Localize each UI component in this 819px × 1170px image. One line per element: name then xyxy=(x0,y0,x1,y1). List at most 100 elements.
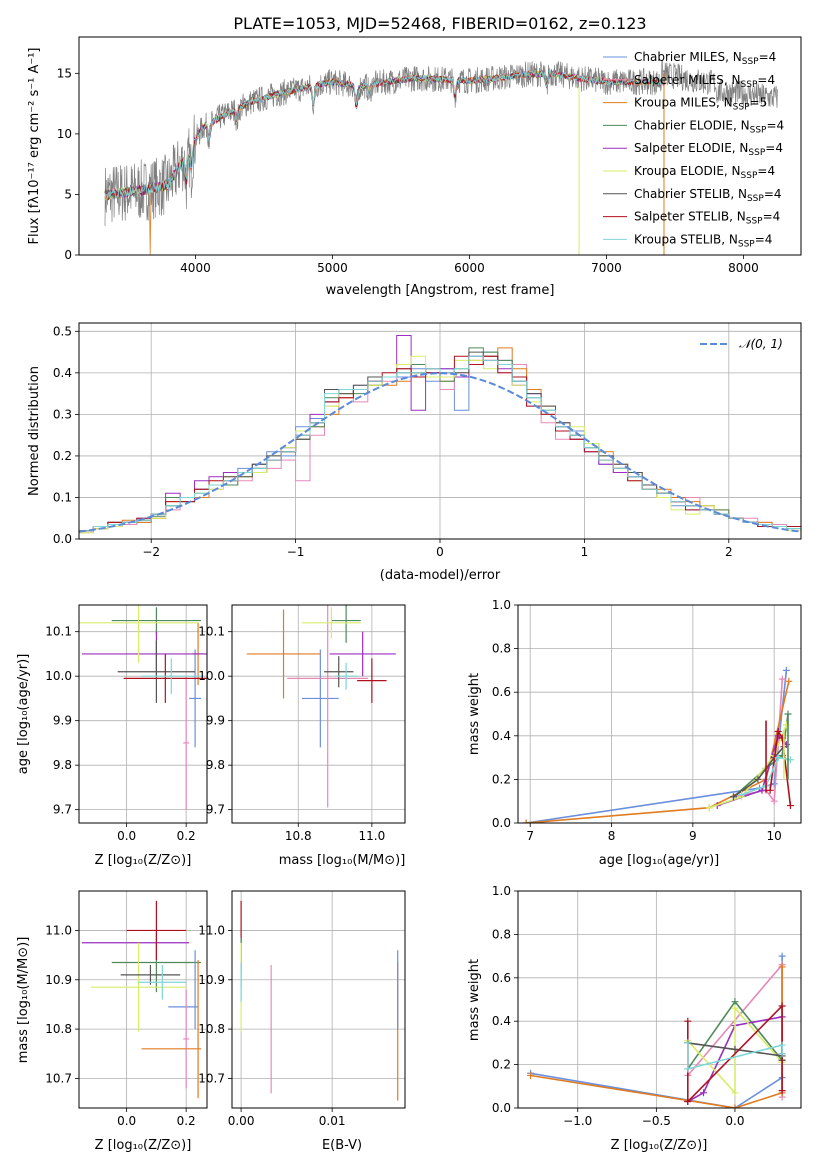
legend-entry-text: Kroupa STELIB, N xyxy=(634,232,738,246)
legend-entry-text: Salpeter MILES, N xyxy=(634,73,741,87)
weight-series-kroupa-miles xyxy=(522,677,793,823)
weight-line xyxy=(733,679,784,804)
errorbar-salpeter-stelib xyxy=(123,653,207,703)
grid-lines xyxy=(232,891,405,1108)
y-tick-label: 10.1 xyxy=(45,625,72,639)
x-tick-label: 8000 xyxy=(728,261,759,275)
weight-marker xyxy=(731,1004,739,1012)
weight-marker xyxy=(684,1039,692,1047)
panel-residuals: (data-model)/error Normed distribution −… xyxy=(27,322,802,583)
panel-spectrum: wavelength [Angstrom, rest frame] Flux [… xyxy=(27,36,802,298)
spectrum-data-line xyxy=(104,60,778,226)
y-tick-label: 10.1 xyxy=(198,625,225,639)
y-tick-label: 1.0 xyxy=(492,598,511,612)
age-vs-z-xlabel: Z [log₁₀(Z/Z⊙)] xyxy=(95,853,192,868)
weight-marker xyxy=(684,1097,692,1105)
weight-marker xyxy=(778,1087,786,1095)
y-tick-label: 0.0 xyxy=(492,816,511,830)
legend-entry-value: =4 xyxy=(759,50,777,64)
plot-area xyxy=(81,900,202,1099)
errorbar-kroupa-elodie xyxy=(79,605,199,663)
errorbar-kroupa-stelib xyxy=(141,658,202,694)
model-line-kroupa-stelib xyxy=(104,68,665,200)
weight-line xyxy=(526,681,790,823)
grid-lines xyxy=(232,605,405,823)
legend-entry-subscript: SSP xyxy=(746,217,763,227)
x-tick-label: 2 xyxy=(725,545,733,559)
errorbar-chabrier-stelib xyxy=(324,656,354,688)
legend-entry-value: =4 xyxy=(764,187,782,201)
weight-marker xyxy=(730,793,738,801)
weight-marker xyxy=(778,1050,786,1058)
x-tick-label: −1.0 xyxy=(563,1114,592,1128)
axes-frame xyxy=(517,604,802,824)
x-tick-label: 5000 xyxy=(317,261,348,275)
legend-entry-text: Chabrier MILES, N xyxy=(634,50,742,64)
x-tick-label: −1 xyxy=(287,545,305,559)
x-tick-label: 7 xyxy=(526,829,534,843)
y-tick-label: 9.8 xyxy=(206,758,225,772)
weight-marker xyxy=(785,677,793,685)
grid-lines xyxy=(79,605,207,823)
y-tick-label: 5 xyxy=(64,187,72,201)
axes-frame xyxy=(78,322,802,540)
y-tick-label: 10.7 xyxy=(198,1071,225,1085)
y-tick-label: 11.0 xyxy=(45,923,72,937)
errorbar-salpeter-miles xyxy=(183,989,190,1089)
legend-entry-subscript: SSP xyxy=(738,239,755,249)
y-tick-label: 0.4 xyxy=(492,729,511,743)
weight-marker xyxy=(705,804,713,812)
y-tick-label: 10.0 xyxy=(198,669,225,683)
legend-entry-subscript: SSP xyxy=(741,171,758,181)
plot-area xyxy=(527,952,786,1108)
residuals-xlabel: (data-model)/error xyxy=(380,568,501,583)
x-tick-label: 0 xyxy=(436,545,444,559)
y-tick-label: 0.8 xyxy=(492,642,511,656)
x-tick-label: 10 xyxy=(767,829,782,843)
legend-entry: Chabrier MILES, NSSP=4 xyxy=(634,50,776,67)
mass-vs-z-ylabel: mass [log₁₀(M/M⊙)] xyxy=(16,937,31,1064)
weight-marker xyxy=(770,780,778,788)
legend-entry: Kroupa ELODIE, NSSP=4 xyxy=(634,164,775,181)
histogram-kroupa-stelib xyxy=(79,355,801,539)
y-tick-label: 10.7 xyxy=(45,1071,72,1085)
axes-frame xyxy=(78,890,208,1109)
x-tick-label: 9 xyxy=(689,829,697,843)
legend-entry-value: =4 xyxy=(765,141,783,155)
grid-lines xyxy=(518,890,801,1109)
legend-entry-text: Chabrier ELODIE, N xyxy=(634,118,750,132)
panel-weight-vs-age: age [log₁₀(age/yr)] mass weight 7 8 9 10 0.0… xyxy=(467,598,802,868)
plot-area xyxy=(104,60,778,255)
errorbar-kroupa-stelib xyxy=(138,964,187,1000)
x-tick-label: 10.8 xyxy=(285,829,312,843)
legend-entry: Salpeter STELIB, NSSP=4 xyxy=(634,210,780,227)
x-tick-label: 8 xyxy=(608,829,616,843)
axes-frame xyxy=(78,604,208,824)
axes-frame xyxy=(231,890,406,1109)
panel-age-vs-mass: mass [log₁₀(M/M⊙)] 10.8 11.0 9.7 9.8 9.9 10.0… xyxy=(198,604,406,868)
legend-entry: Salpeter MILES, NSSP=4 xyxy=(634,73,775,90)
y-tick-label: 0.1 xyxy=(53,490,72,504)
legend-entry-value: =5 xyxy=(750,96,768,110)
errorbar-salpeter-miles xyxy=(287,605,369,808)
legend-entry-value: =4 xyxy=(757,164,775,178)
y-tick-label: 0.2 xyxy=(53,449,72,463)
panel-mass-vs-z: Z [log₁₀(Z/Z⊙)] mass [log₁₀(M/M⊙)] 0.0 0.… xyxy=(16,890,208,1153)
weight-marker xyxy=(684,1065,692,1073)
legend-entry-value: =4 xyxy=(757,73,775,87)
y-tick-label: 0.6 xyxy=(492,685,511,699)
errorbar-salpeter-miles xyxy=(183,676,190,810)
weight-marker xyxy=(778,1041,786,1049)
axes-frame xyxy=(517,890,802,1109)
y-tick-label: 10.9 xyxy=(45,973,72,987)
weight-series-salpeter-stelib xyxy=(766,727,794,810)
weight-line xyxy=(769,729,792,806)
legend: 𝒩(0, 1) xyxy=(700,337,783,351)
x-tick-label: −0.5 xyxy=(642,1114,671,1128)
legend-entry-text: Kroupa MILES, N xyxy=(634,96,733,110)
errorbar-chabrier-elodie xyxy=(331,605,361,643)
legend-entry-subscript: SSP xyxy=(733,103,750,113)
legend-entry-value: =4 xyxy=(755,232,773,246)
weight-marker xyxy=(522,819,530,823)
